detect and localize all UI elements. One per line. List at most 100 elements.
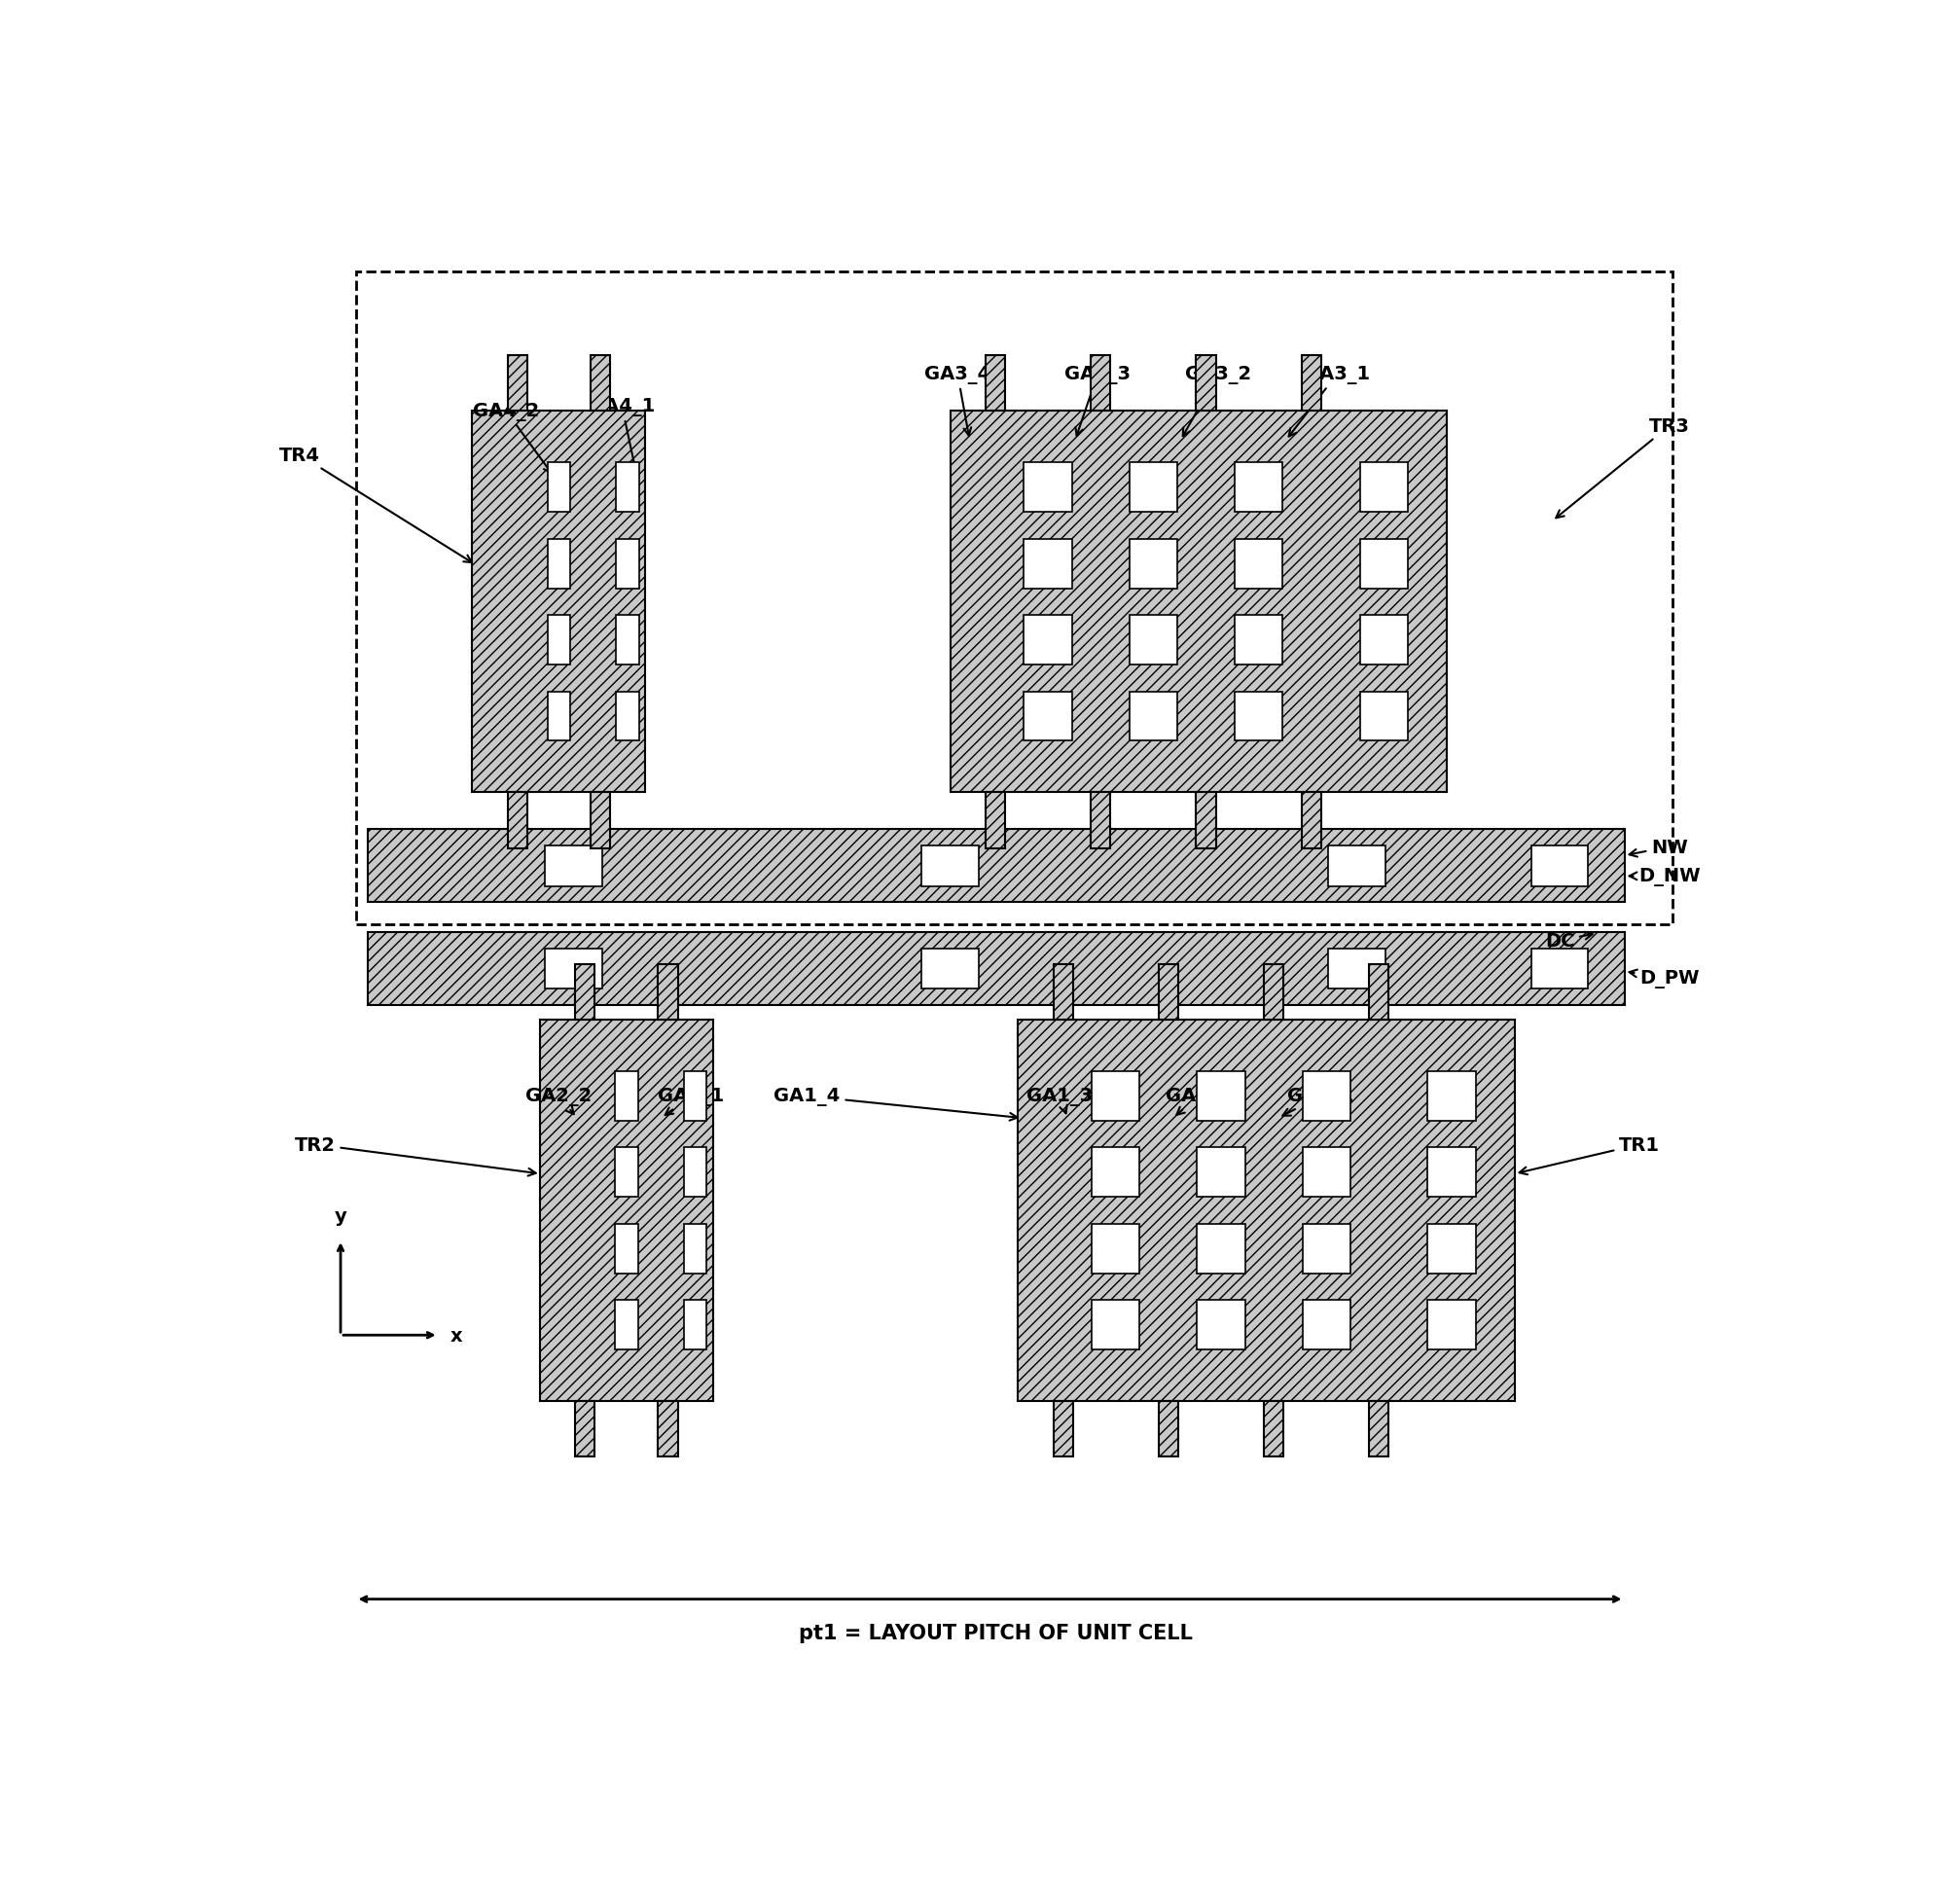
- Bar: [1196, 1224, 1245, 1274]
- Text: TR1: TR1: [1519, 1135, 1660, 1175]
- Bar: [1130, 539, 1177, 588]
- Text: GA3_2: GA3_2: [1183, 366, 1251, 436]
- Bar: [950, 411, 1447, 792]
- Bar: [1023, 615, 1072, 664]
- Bar: [1091, 1072, 1140, 1121]
- Text: GA1_3: GA1_3: [1027, 1087, 1093, 1114]
- Bar: [684, 1072, 707, 1121]
- Bar: [548, 691, 571, 741]
- Bar: [548, 463, 571, 512]
- Bar: [616, 539, 639, 588]
- Bar: [1053, 1401, 1072, 1457]
- Bar: [507, 356, 526, 411]
- Bar: [367, 830, 1624, 902]
- Bar: [616, 1224, 639, 1274]
- Text: TR4: TR4: [280, 446, 472, 564]
- Bar: [1023, 691, 1072, 741]
- Text: TR2: TR2: [295, 1135, 536, 1177]
- Bar: [1091, 1300, 1140, 1350]
- Bar: [1369, 1401, 1389, 1457]
- Bar: [1303, 1072, 1350, 1121]
- Bar: [1303, 1300, 1350, 1350]
- Bar: [1359, 691, 1408, 741]
- Bar: [1301, 356, 1321, 411]
- Bar: [1359, 539, 1408, 588]
- Bar: [1023, 539, 1072, 588]
- Text: GA3_4: GA3_4: [924, 366, 990, 436]
- Bar: [575, 965, 594, 1021]
- Text: GA3_1: GA3_1: [1289, 366, 1369, 438]
- Bar: [985, 792, 1006, 849]
- Bar: [1359, 615, 1408, 664]
- Bar: [684, 1300, 707, 1350]
- Bar: [1196, 1072, 1245, 1121]
- Text: D_PW: D_PW: [1629, 969, 1699, 988]
- Bar: [1196, 1300, 1245, 1350]
- Bar: [616, 691, 639, 741]
- Text: NW: NW: [1629, 838, 1688, 857]
- Bar: [1427, 1148, 1476, 1198]
- Bar: [1530, 948, 1589, 988]
- Bar: [1264, 965, 1284, 1021]
- Bar: [507, 792, 526, 849]
- Text: GA4_1: GA4_1: [588, 398, 654, 472]
- Bar: [985, 356, 1006, 411]
- Text: pt1 = LAYOUT PITCH OF UNIT CELL: pt1 = LAYOUT PITCH OF UNIT CELL: [798, 1624, 1192, 1643]
- Text: D_NW: D_NW: [1629, 866, 1701, 885]
- Bar: [1130, 691, 1177, 741]
- Bar: [1159, 965, 1179, 1021]
- Bar: [1053, 965, 1072, 1021]
- Text: GA1_1: GA1_1: [1282, 1087, 1354, 1116]
- Bar: [684, 1148, 707, 1198]
- Bar: [1091, 356, 1111, 411]
- Bar: [1130, 615, 1177, 664]
- Bar: [1235, 539, 1282, 588]
- Bar: [1235, 691, 1282, 741]
- Bar: [472, 411, 645, 792]
- Bar: [922, 845, 979, 887]
- Bar: [1196, 1148, 1245, 1198]
- Bar: [1023, 463, 1072, 512]
- Text: GA1_2: GA1_2: [1165, 1087, 1231, 1116]
- Text: x: x: [451, 1325, 462, 1344]
- Text: GA2_2: GA2_2: [526, 1087, 592, 1114]
- Bar: [1196, 356, 1216, 411]
- Bar: [1427, 1224, 1476, 1274]
- Bar: [1303, 1148, 1350, 1198]
- Bar: [1159, 1401, 1179, 1457]
- Bar: [1091, 1224, 1140, 1274]
- Bar: [1328, 948, 1385, 988]
- Text: DC: DC: [1544, 931, 1592, 950]
- Bar: [616, 1148, 639, 1198]
- Bar: [546, 948, 602, 988]
- Text: GA3_3: GA3_3: [1064, 366, 1130, 436]
- Text: GA2_1: GA2_1: [658, 1087, 724, 1116]
- Bar: [1091, 1148, 1140, 1198]
- Bar: [590, 356, 610, 411]
- Bar: [922, 948, 979, 988]
- Bar: [548, 539, 571, 588]
- Bar: [546, 845, 602, 887]
- Bar: [1235, 463, 1282, 512]
- Text: TR3: TR3: [1556, 417, 1690, 518]
- Bar: [1196, 792, 1216, 849]
- Bar: [1235, 615, 1282, 664]
- Bar: [367, 933, 1624, 1005]
- Bar: [616, 1300, 639, 1350]
- Bar: [1328, 845, 1385, 887]
- Bar: [616, 1072, 639, 1121]
- Bar: [540, 1021, 713, 1401]
- Bar: [1130, 463, 1177, 512]
- Bar: [548, 615, 571, 664]
- Bar: [1359, 463, 1408, 512]
- Bar: [1303, 1224, 1350, 1274]
- Text: y: y: [334, 1207, 348, 1226]
- Bar: [1301, 792, 1321, 849]
- Bar: [1369, 965, 1389, 1021]
- Bar: [1091, 792, 1111, 849]
- Bar: [1018, 1021, 1515, 1401]
- Bar: [658, 1401, 678, 1457]
- Bar: [1427, 1300, 1476, 1350]
- Bar: [658, 965, 678, 1021]
- Text: GA4_2: GA4_2: [474, 402, 552, 474]
